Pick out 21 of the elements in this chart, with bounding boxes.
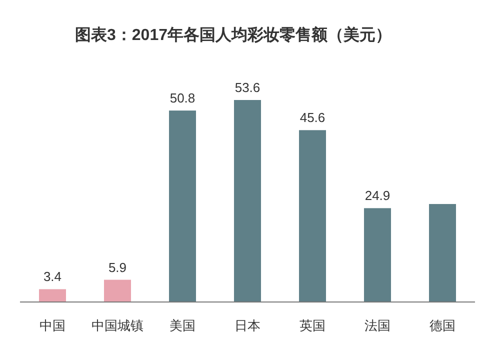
bar	[429, 204, 456, 302]
bar	[169, 110, 196, 302]
chart-title: 图表3：2017年各国人均彩妆零售额（美元）	[75, 25, 392, 44]
data-label: 53.6	[234, 80, 260, 95]
x-tick-label: 美国	[170, 318, 196, 333]
data-label: 45.6	[300, 110, 326, 126]
x-tick-label: 中国城镇	[92, 318, 144, 333]
x-tick-label: 中国	[40, 318, 66, 333]
data-label: 24.9	[364, 188, 390, 204]
bar	[234, 100, 261, 302]
x-tick-label: 法国	[364, 318, 390, 333]
bar	[364, 208, 391, 302]
data-label: 5.9	[108, 260, 127, 275]
bar	[104, 280, 131, 302]
data-label: 50.8	[170, 90, 196, 106]
x-tick-label: 日本	[234, 318, 260, 333]
x-tick-label: 德国	[430, 318, 456, 333]
bar	[39, 289, 66, 302]
data-label: 3.4	[43, 269, 62, 284]
x-tick-label: 英国	[300, 318, 326, 333]
bar	[299, 130, 326, 302]
